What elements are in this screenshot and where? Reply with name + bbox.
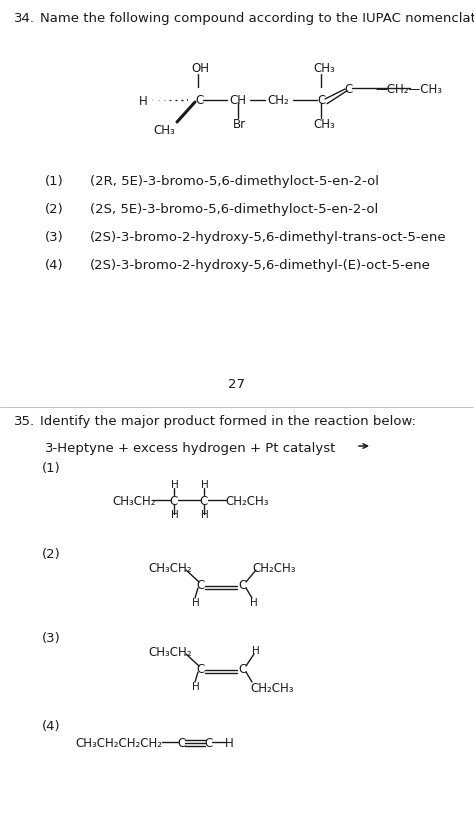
Text: (2R, 5E)-3-bromo-5,6-dimethyloct-5-en-2-ol: (2R, 5E)-3-bromo-5,6-dimethyloct-5-en-2-… <box>90 175 379 188</box>
Text: Identify the major product formed in the reaction below:: Identify the major product formed in the… <box>40 415 416 428</box>
Text: C: C <box>169 495 177 508</box>
Text: H: H <box>225 737 234 750</box>
Text: +: + <box>118 442 129 455</box>
Text: H: H <box>192 598 200 608</box>
Text: (2): (2) <box>42 548 61 561</box>
Text: C: C <box>238 663 246 676</box>
Text: 34.: 34. <box>14 12 35 25</box>
Text: C: C <box>204 737 212 750</box>
Text: CH₃CH₂CH₂CH₂: CH₃CH₂CH₂CH₂ <box>75 737 162 750</box>
Text: C: C <box>177 737 185 750</box>
Text: H: H <box>250 598 258 608</box>
Text: CH₃: CH₃ <box>313 118 335 131</box>
Text: C: C <box>196 663 204 676</box>
Text: CH₂CH₃: CH₂CH₃ <box>252 562 295 575</box>
Text: (4): (4) <box>45 259 64 272</box>
Text: CH: CH <box>229 94 246 107</box>
Text: C: C <box>199 495 207 508</box>
Text: CH₂: CH₂ <box>267 94 289 107</box>
Text: CH₃CH₂: CH₃CH₂ <box>148 646 191 659</box>
Text: (1): (1) <box>42 462 61 475</box>
Text: H: H <box>201 510 209 520</box>
Text: (2): (2) <box>45 203 64 216</box>
Text: C: C <box>344 83 352 96</box>
Text: C: C <box>195 94 203 107</box>
Text: C: C <box>196 579 204 592</box>
Text: CH₃: CH₃ <box>153 124 175 137</box>
Text: Name the following compound according to the IUPAC nomenclature:: Name the following compound according to… <box>40 12 474 25</box>
Text: (3): (3) <box>42 632 61 645</box>
Text: CH₂CH₃: CH₂CH₃ <box>250 682 293 695</box>
Text: Br: Br <box>233 118 246 131</box>
Text: (4): (4) <box>42 720 61 733</box>
Text: (2S)-3-bromo-2-hydroxy-5,6-dimethyl-(E)-oct-5-ene: (2S)-3-bromo-2-hydroxy-5,6-dimethyl-(E)-… <box>90 259 431 272</box>
Text: OH: OH <box>191 62 209 75</box>
Text: —CH₂—CH₃: —CH₂—CH₃ <box>375 83 442 96</box>
Text: H: H <box>171 510 179 520</box>
Text: 27: 27 <box>228 378 246 391</box>
Text: H: H <box>252 646 260 656</box>
Text: H: H <box>201 480 209 490</box>
Text: excess hydrogen + Pt catalyst: excess hydrogen + Pt catalyst <box>133 442 336 455</box>
Text: 35.: 35. <box>14 415 35 428</box>
Text: H: H <box>139 95 148 108</box>
Text: 3-Heptyne: 3-Heptyne <box>45 442 115 455</box>
Text: H: H <box>192 682 200 692</box>
Text: (3): (3) <box>45 231 64 244</box>
Text: (2S, 5E)-3-bromo-5,6-dimethyloct-5-en-2-ol: (2S, 5E)-3-bromo-5,6-dimethyloct-5-en-2-… <box>90 203 378 216</box>
Text: (1): (1) <box>45 175 64 188</box>
Text: H: H <box>171 480 179 490</box>
Text: CH₂CH₃: CH₂CH₃ <box>225 495 268 508</box>
Text: C: C <box>238 579 246 592</box>
Text: (2S)-3-bromo-2-hydroxy-5,6-dimethyl-trans-oct-5-ene: (2S)-3-bromo-2-hydroxy-5,6-dimethyl-tran… <box>90 231 447 244</box>
Text: C: C <box>317 94 325 107</box>
Text: CH₃: CH₃ <box>313 62 335 75</box>
Text: CH₃CH₂: CH₃CH₂ <box>148 562 191 575</box>
Text: CH₃CH₂: CH₃CH₂ <box>112 495 155 508</box>
